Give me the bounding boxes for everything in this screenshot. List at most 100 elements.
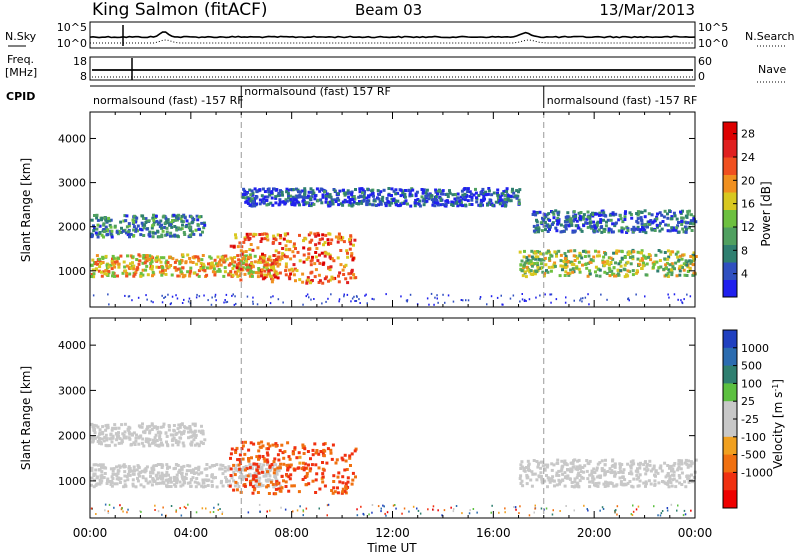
data-cell (346, 189, 350, 193)
data-cell (636, 250, 640, 254)
data-cell (127, 465, 131, 469)
data-cell (393, 199, 397, 203)
data-cell (336, 491, 340, 495)
data-cell (151, 270, 155, 274)
data-cell (627, 250, 631, 254)
data-cell (515, 196, 519, 200)
noise-cell (233, 303, 236, 306)
data-cell (168, 255, 172, 259)
data-cell (136, 476, 139, 480)
data-cell (666, 229, 670, 233)
data-cell (549, 269, 553, 273)
data-cell (111, 271, 115, 275)
data-cell (209, 266, 213, 270)
data-cell (259, 240, 263, 243)
data-cell (644, 482, 648, 486)
data-cell (570, 223, 574, 227)
data-cell (308, 204, 312, 207)
data-cell (233, 467, 237, 471)
data-cell (366, 187, 370, 191)
data-cell (246, 235, 250, 239)
noise-cell (436, 294, 438, 297)
data-cell (122, 434, 126, 438)
noise-cell (247, 511, 250, 514)
noise-cell (586, 508, 588, 510)
data-cell (314, 268, 318, 272)
noise-cell (683, 298, 685, 301)
data-cell (666, 482, 670, 486)
data-cell (285, 255, 289, 259)
data-cell (319, 187, 323, 191)
data-cell (553, 250, 557, 254)
noise-cell (666, 507, 669, 509)
data-cell (167, 428, 171, 432)
data-cell (295, 199, 299, 203)
noise-cell (161, 294, 163, 297)
data-cell (556, 213, 560, 217)
data-cell (285, 190, 289, 194)
data-cell (233, 256, 237, 259)
data-cell (90, 468, 94, 472)
noise-cell (383, 505, 385, 508)
data-cell (310, 258, 314, 262)
data-cell (582, 213, 586, 217)
data-cell (98, 432, 102, 436)
data-cell (332, 480, 336, 483)
data-cell (641, 226, 644, 229)
data-cell (243, 238, 247, 241)
data-cell (227, 479, 231, 483)
data-cell (671, 250, 675, 254)
data-cell (249, 193, 253, 197)
data-cell (321, 461, 324, 464)
data-cell (561, 472, 565, 476)
nave-right-top-tick: 60 (698, 55, 712, 68)
data-cell (441, 189, 445, 193)
data-cell (536, 255, 540, 259)
data-cell (481, 187, 485, 191)
data-cell (642, 261, 645, 265)
data-cell (227, 273, 231, 277)
data-cell (487, 187, 491, 190)
data-cell (417, 202, 421, 206)
data-cell (518, 188, 522, 192)
data-cell (505, 187, 509, 191)
data-cell (137, 253, 141, 257)
data-cell (578, 254, 582, 258)
data-cell (351, 258, 355, 262)
data-cell (276, 453, 280, 457)
data-cell (472, 193, 476, 197)
data-cell (539, 221, 543, 225)
data-cell (108, 223, 112, 227)
data-cell (100, 274, 104, 278)
noise-cell (676, 509, 678, 512)
data-cell (153, 480, 157, 483)
data-cell (345, 249, 349, 253)
data-cell (175, 478, 179, 482)
data-cell (167, 425, 171, 428)
data-cell (166, 221, 170, 225)
data-cell (531, 213, 535, 216)
data-cell (677, 221, 680, 224)
data-cell (595, 466, 599, 470)
data-cell (318, 238, 322, 242)
data-cell (539, 471, 543, 475)
data-cell (564, 225, 568, 229)
data-cell (111, 434, 115, 438)
velocity-colorbar-tick-label: 100 (741, 377, 762, 390)
data-cell (587, 250, 591, 254)
data-cell (125, 231, 128, 235)
data-cell (164, 261, 168, 265)
data-cell (687, 480, 691, 484)
data-cell (268, 193, 272, 197)
data-cell (581, 263, 584, 267)
data-cell (662, 215, 666, 219)
data-cell (232, 245, 236, 249)
data-cell (592, 467, 596, 471)
noise-cell (500, 294, 502, 297)
data-cell (560, 459, 564, 463)
data-cell (282, 462, 286, 466)
data-cell (261, 444, 265, 448)
data-cell (672, 211, 676, 215)
data-cell (224, 254, 228, 258)
data-cell (248, 253, 252, 257)
